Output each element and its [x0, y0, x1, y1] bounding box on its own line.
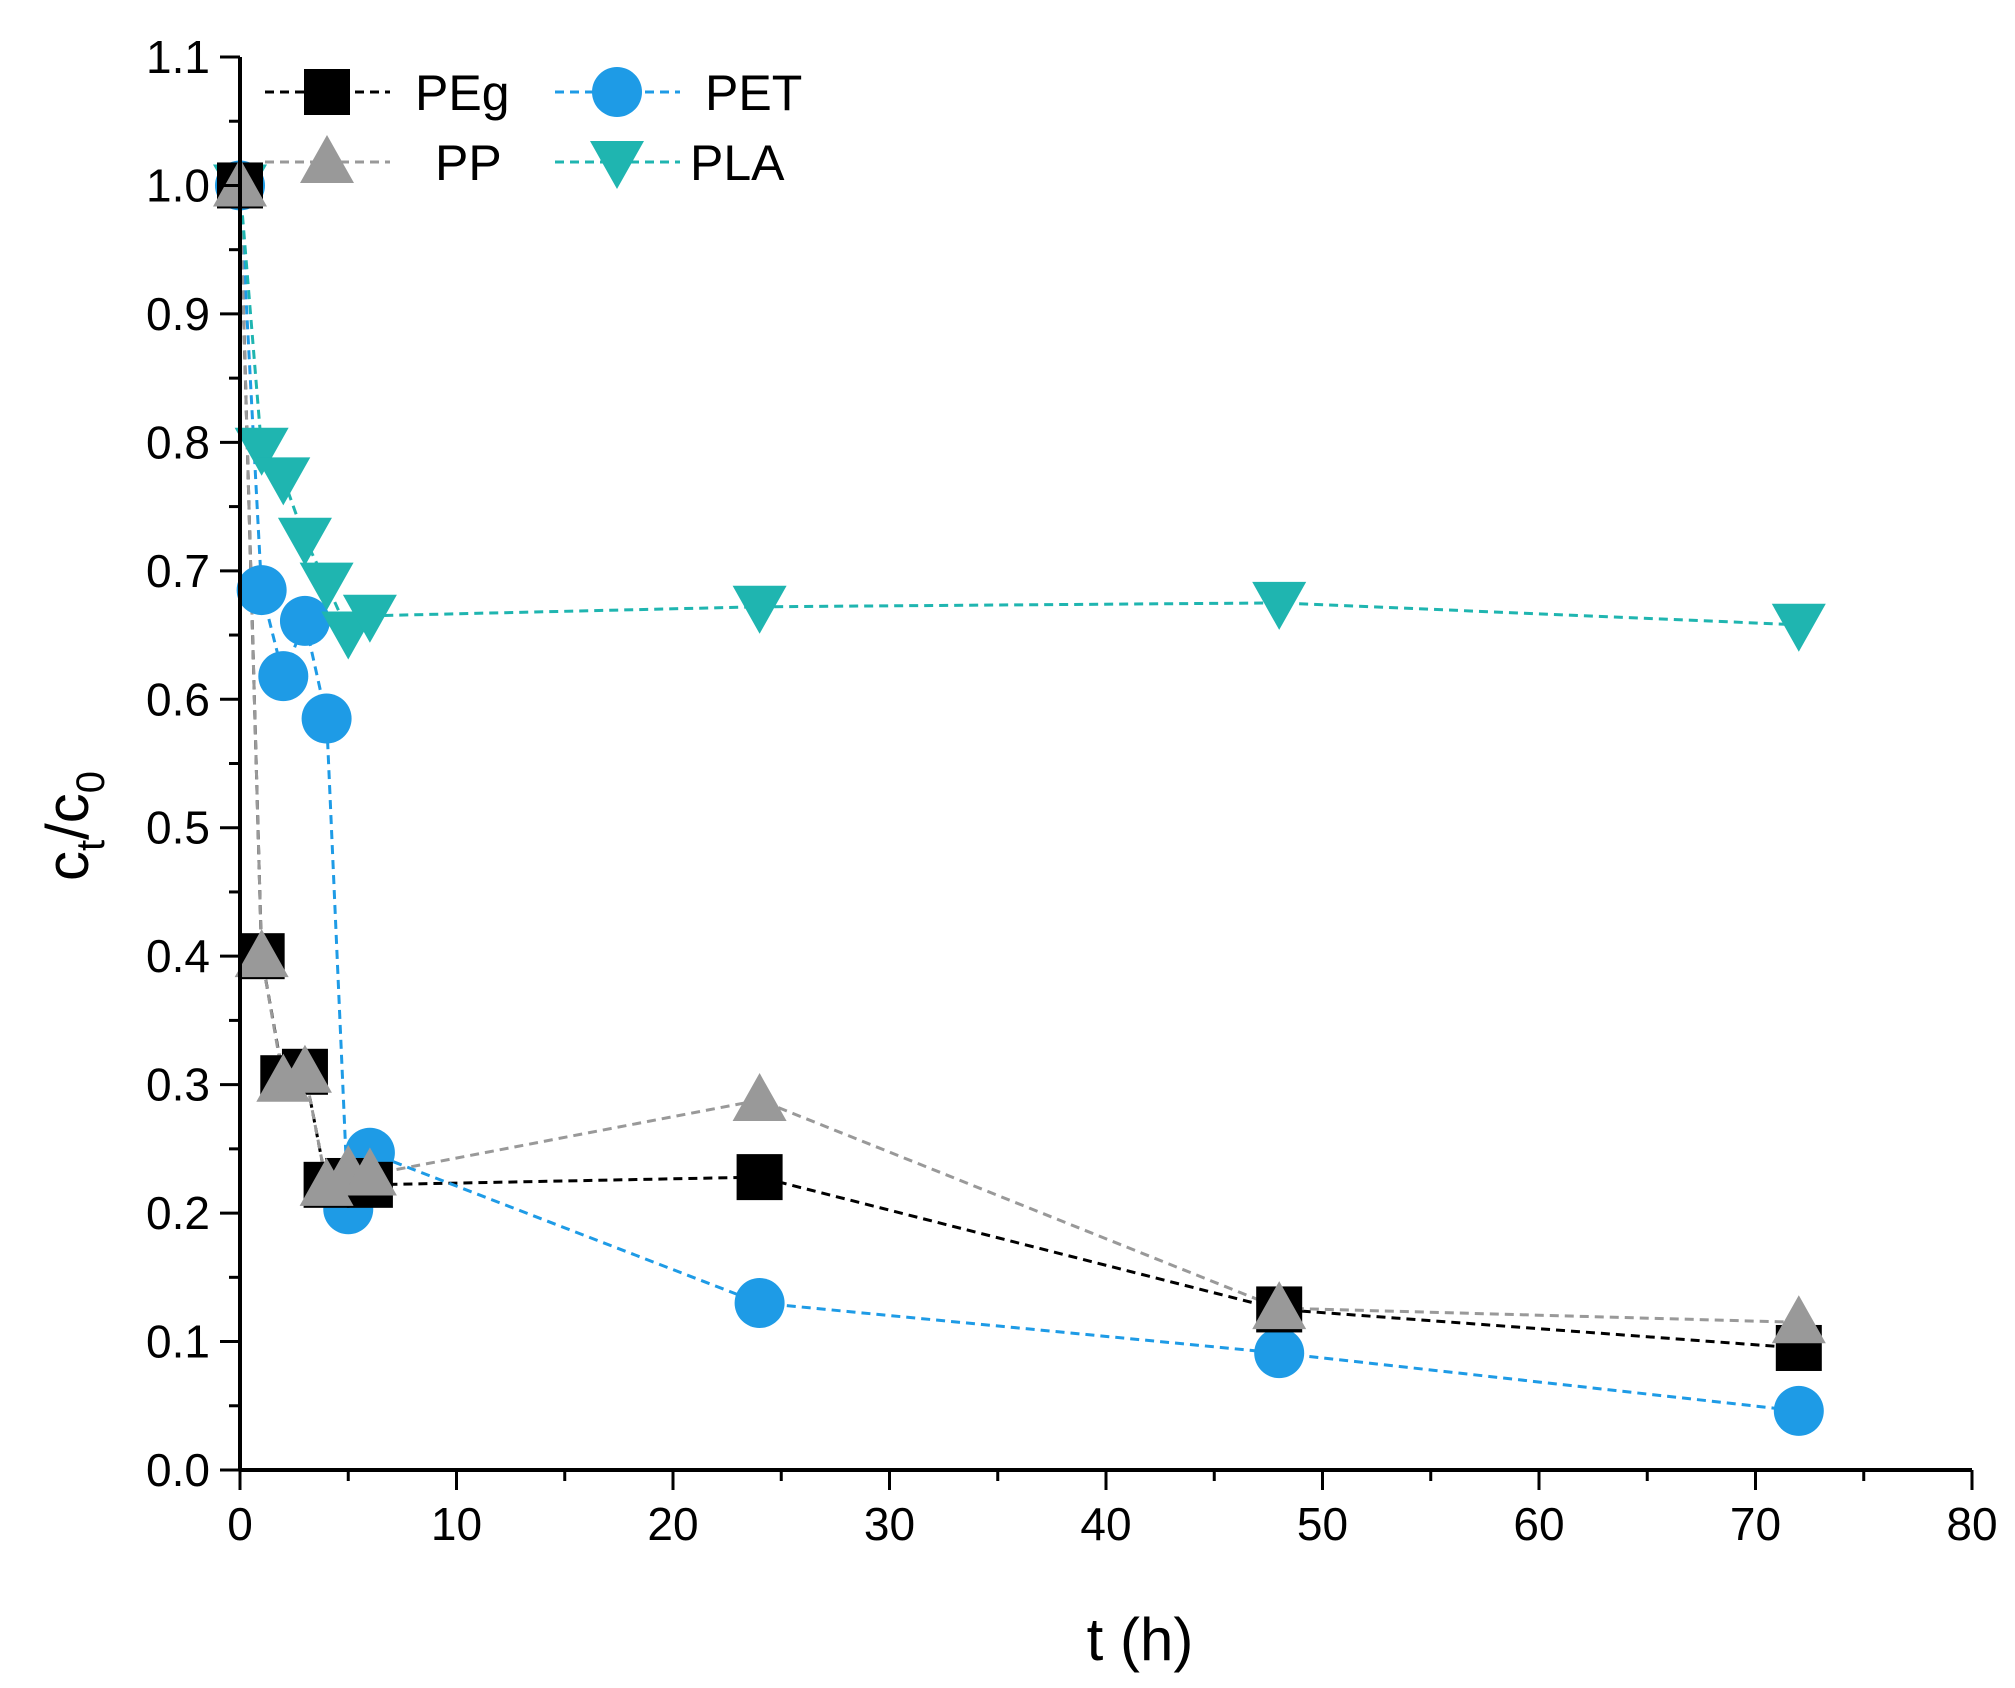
y-axis-title: ct/c0 [34, 771, 113, 881]
data-point-pp [277, 1044, 332, 1093]
data-point-pla [299, 562, 354, 611]
axes [238, 57, 1972, 1472]
x-tick-label: 20 [647, 1498, 698, 1550]
series-line-pet [238, 185, 1799, 1413]
y-tick-label: 0.0 [146, 1444, 210, 1496]
data-point-pp [299, 1157, 354, 1206]
data-point-pet [279, 595, 330, 646]
series-line-pp [238, 185, 1799, 1324]
y-tick-label: 0.9 [146, 288, 210, 340]
y-tick-label: 0.6 [146, 673, 210, 725]
data-point-pla [234, 427, 289, 476]
x-tick-label: 80 [1946, 1498, 1997, 1550]
series-line-pla [238, 185, 1799, 635]
data-point-pla [256, 457, 311, 506]
data-point-pp [1252, 1281, 1307, 1330]
data-point-peg [736, 1154, 783, 1201]
y-tick-label: 0.5 [146, 802, 210, 854]
y-tick-label: 0.8 [146, 416, 210, 468]
legend-marker-pet [592, 67, 642, 117]
data-point-pp [234, 929, 289, 978]
y-tick-label: 0.3 [146, 1059, 210, 1111]
legend-label-pp: PP [435, 135, 502, 191]
y-tick-label: 0.1 [146, 1316, 210, 1368]
y-tick-label: 1.1 [146, 31, 210, 83]
y-axis-title-sub2: 0 [69, 771, 113, 793]
legend-marker-peg [304, 69, 350, 115]
y-axis-title-main2: c [34, 793, 101, 823]
legend-marker-pla [590, 141, 644, 189]
x-tick-label: 60 [1513, 1498, 1564, 1550]
data-point-pla [342, 594, 397, 643]
data-point-pet [1254, 1328, 1305, 1379]
data-point-pp [1771, 1295, 1826, 1344]
data-point-pp [732, 1073, 787, 1122]
y-tick-label: 1.0 [146, 159, 210, 211]
legend-label-pla: PLA [690, 135, 785, 191]
x-tick-label: 10 [431, 1498, 482, 1550]
data-point-pp [342, 1147, 397, 1196]
y-tick-label: 0.7 [146, 545, 210, 597]
data-point-pet [1773, 1385, 1824, 1436]
data-point-pet [258, 651, 309, 702]
data-point-pla [1252, 581, 1307, 630]
y-axis-title-main1: c [34, 851, 101, 881]
y-axis-title-slash: / [34, 823, 101, 840]
ticks: 0 10 20 30 40 50 60 70 80 0.0 0.1 0.2 0.3 0.4 0.5 0.6 0.… [146, 31, 1998, 1550]
data-point-pet [236, 565, 287, 616]
data-point-pla [277, 517, 332, 566]
series-line-peg [238, 185, 1799, 1350]
data-point-pet [301, 693, 352, 744]
y-tick-label: 0.4 [146, 930, 210, 982]
data-point-pla [732, 585, 787, 634]
legend-label-peg: PEg [415, 65, 510, 121]
y-tick-label: 0.2 [146, 1187, 210, 1239]
x-axis-title: t (h) [1087, 1606, 1194, 1673]
legend-marker-pp [300, 135, 354, 183]
x-tick-label: 70 [1730, 1498, 1781, 1550]
data-point-pet [734, 1278, 785, 1329]
legend: PEg PET PP PLA [265, 65, 802, 191]
y-axis-title-sub1: t [69, 840, 113, 851]
x-tick-label: 40 [1080, 1498, 1131, 1550]
data-point-pla [1771, 603, 1826, 652]
x-tick-label: 0 [227, 1498, 253, 1550]
legend-label-pet: PET [705, 65, 802, 121]
x-tick-label: 30 [864, 1498, 915, 1550]
series-layer [213, 158, 1826, 1436]
x-tick-label: 50 [1297, 1498, 1348, 1550]
